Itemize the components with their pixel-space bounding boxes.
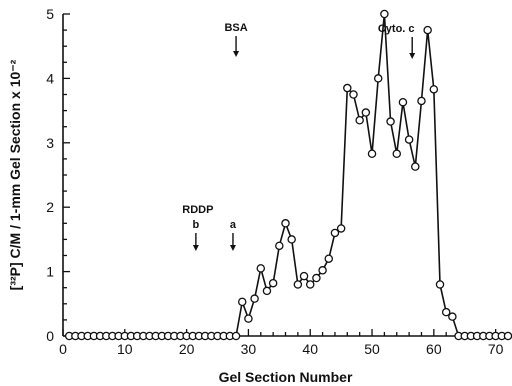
x-axis-label: Gel Section Number — [219, 369, 353, 385]
data-point — [312, 273, 321, 283]
annotation-cyto-c: Cyto. c — [378, 23, 415, 35]
data-point — [250, 294, 259, 303]
data-point — [299, 271, 309, 281]
annotation-b: b — [193, 219, 200, 231]
x-tick-label: 0 — [59, 341, 67, 357]
x-tick-label: 70 — [488, 341, 504, 357]
x-tick-label: 40 — [302, 341, 318, 357]
x-tick-label: 30 — [241, 341, 257, 357]
data-point — [305, 280, 315, 289]
data-point — [398, 97, 408, 107]
data-point — [336, 224, 346, 233]
data-point — [386, 117, 395, 126]
arrow-cyto-c-head — [409, 53, 416, 59]
data-point — [367, 149, 377, 158]
annotation-bsa: BSA — [224, 22, 247, 34]
y-tick-label: 1 — [46, 264, 54, 280]
data-point — [411, 162, 420, 171]
data-point — [231, 331, 241, 341]
data-point — [373, 74, 383, 83]
data-point — [423, 25, 432, 35]
arrow-b-head — [192, 245, 199, 251]
y-tick-label: 3 — [46, 135, 54, 151]
x-tick-label: 50 — [364, 341, 380, 357]
data-point — [275, 241, 284, 251]
arrow-a-head — [229, 245, 236, 251]
data-point — [324, 254, 334, 263]
data-point — [287, 235, 296, 244]
y-axis-label: [³²P] C/M / 1-mm Gel Section x 10⁻² — [7, 59, 23, 290]
data-point — [343, 83, 352, 93]
arrow-bsa-head — [233, 51, 240, 57]
data-point — [256, 264, 266, 273]
x-tick-label: 10 — [117, 341, 133, 357]
data-point — [392, 149, 401, 158]
data-point — [293, 280, 303, 289]
y-tick-label: 5 — [46, 6, 54, 22]
data-point — [281, 219, 290, 228]
y-tick-label: 4 — [46, 70, 54, 86]
x-tick-label: 60 — [426, 341, 442, 357]
data-point — [380, 9, 389, 19]
series-layer — [64, 9, 512, 341]
data-point — [361, 108, 371, 117]
data-point — [441, 307, 451, 317]
annotation-a: a — [230, 219, 237, 231]
y-tick-label: 0 — [46, 328, 54, 344]
annotations: BSA Cyto. c RDDP b a — [182, 22, 416, 251]
y-tick-label: 2 — [46, 199, 54, 215]
data-point — [268, 278, 278, 288]
data-point — [318, 266, 327, 275]
data-point — [330, 228, 340, 238]
data-point — [244, 314, 253, 323]
axes: 0 10 20 30 40 50 60 70 0 1 2 3 4 5 — [46, 6, 509, 357]
data-point — [262, 286, 272, 296]
data-point — [448, 312, 457, 321]
data-point — [355, 116, 364, 125]
data-point — [417, 96, 426, 106]
annotation-rddp: RDDP — [182, 204, 213, 216]
data-point — [349, 90, 358, 99]
x-tick-label: 20 — [179, 341, 195, 357]
data-point — [404, 135, 414, 144]
data-point — [237, 297, 247, 307]
data-point — [503, 331, 512, 341]
data-point — [429, 85, 439, 94]
data-point — [435, 280, 445, 289]
